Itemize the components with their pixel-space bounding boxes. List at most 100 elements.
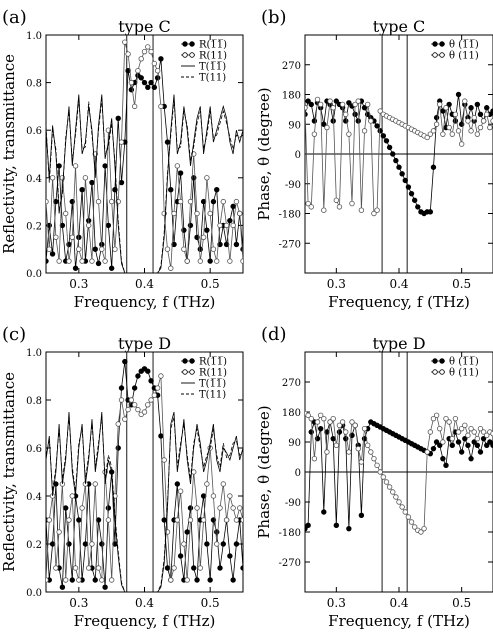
panel-letter: (d) [261,324,287,345]
data-point [308,101,314,108]
legend-marker [439,358,445,364]
data-point [151,60,158,67]
data-point [207,258,213,264]
data-point [437,425,443,432]
data-point [321,207,327,213]
series-group [305,91,493,217]
data-point [214,186,220,193]
y-tick-label: -90 [285,498,301,509]
data-point [462,422,468,429]
data-point [462,98,468,104]
legend-label: R(11) [199,368,227,379]
y-tick-label: -270 [279,239,301,250]
data-point [56,529,62,535]
data-point [377,108,383,114]
data-point [46,198,49,205]
data-point [204,481,210,487]
y-tick-label: -180 [279,528,301,539]
data-point [181,246,187,252]
data-point [210,198,217,205]
data-point [46,577,49,583]
data-point [69,234,75,240]
panel-letter: (b) [261,7,287,28]
data-point [390,151,396,157]
data-point [339,101,346,108]
data-point [424,449,430,455]
x-axis-label: Frequency, f (THz) [74,612,216,630]
data-point [168,265,174,271]
x-tick-label: 0.3 [327,596,346,610]
data-point [355,118,361,124]
data-point [115,421,121,427]
legend-marker [432,41,438,47]
data-point [333,98,340,104]
data-point [214,541,220,547]
data-point [191,565,197,571]
data-point [317,425,324,432]
legend: R(1̅1̅)R(11)T(1̅1̅)T(11) [181,357,227,401]
data-point [433,439,440,445]
data-point [355,98,361,104]
data-point [62,577,69,583]
data-point [383,138,390,144]
legend-label: T(11) [199,390,226,401]
data-point [115,115,121,121]
y-tick-label: -90 [285,180,301,191]
data-point [223,517,230,523]
data-point [220,481,226,487]
data-point [145,402,151,408]
legend-marker [189,369,195,375]
data-point [346,131,352,137]
data-point [352,101,358,108]
data-point [305,200,311,207]
legend-marker [182,369,188,375]
data-point [430,415,437,422]
legend-label: θ (1̅1̅) [449,357,479,368]
data-point [191,469,197,475]
legend-marker [182,41,188,47]
data-point [427,429,434,435]
data-point [99,577,105,583]
data-point [174,517,181,523]
data-point [204,227,210,233]
data-point [69,198,75,205]
data-point [200,517,207,523]
data-point [408,519,415,525]
data-point [161,517,167,523]
data-point [427,209,434,215]
data-point [446,124,452,131]
data-point [200,234,207,240]
data-point [430,164,437,170]
data-point [154,75,161,81]
data-point [449,435,455,442]
data-point [396,499,402,505]
data-point [66,258,72,264]
data-point [230,577,236,583]
data-point [151,84,158,91]
data-point [76,577,82,583]
legend: θ (1̅1̅)θ (11) [431,40,479,62]
legend-label: T(1̅1̅) [199,379,226,390]
panel-letter: (a) [2,7,27,28]
data-point [317,101,324,108]
legend-label: θ (1̅1̅) [449,40,479,51]
y-tick-label: 0.4 [26,174,42,185]
data-point [230,222,236,229]
data-point [374,123,380,129]
data-point [135,67,141,74]
data-point [490,430,493,437]
data-point [237,505,243,511]
data-point [197,258,204,264]
legend-marker [439,41,445,47]
data-point [177,170,184,176]
data-point [421,525,427,532]
data-point [349,200,355,207]
data-point [458,141,465,147]
data-point [154,385,161,391]
data-point [380,474,387,480]
data-point [207,210,213,217]
data-point [333,442,340,449]
data-point [79,186,85,193]
y-tick-label: 0.4 [26,492,42,503]
y-tick-label: 270 [282,61,301,72]
